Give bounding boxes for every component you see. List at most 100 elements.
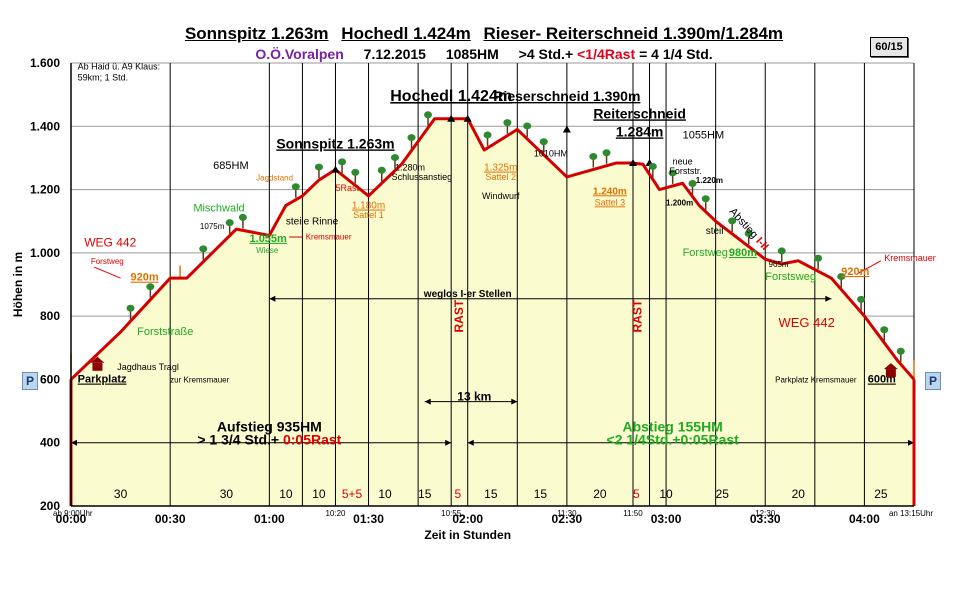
summit-marker [463, 114, 472, 122]
x-tick-label: 04:00 [849, 512, 880, 526]
segment-label: 15 [418, 487, 432, 501]
time-total: = 4 1/4 Std. [639, 46, 713, 62]
x-tick-label: 00:00 [56, 512, 87, 526]
tree-icon [688, 180, 697, 188]
tree-icon [744, 230, 753, 238]
arrow-layer [70, 236, 915, 446]
annotation-text: WEG 442 [778, 315, 834, 330]
annotation-text: 59km; 1 Std. [78, 72, 129, 82]
segment-label: 10 [659, 487, 673, 501]
annotation-text: 13 km [457, 390, 491, 404]
annotation-text: steile Rinne [286, 216, 339, 227]
tree-icon [539, 138, 548, 146]
abstieg-arrow-head-left [467, 439, 474, 446]
annotation-text: 920m [131, 272, 159, 284]
x-tick-label: 01:30 [353, 512, 384, 526]
tree-icon [424, 111, 433, 119]
tree-icon [377, 166, 386, 174]
subtitle-row: O.Ö.Voralpen 7.12.2015 1085HM >4 Std.+ <1… [0, 46, 968, 62]
annotation-text: Rieserschneid 1.390m [493, 88, 640, 104]
tree-layer [126, 111, 905, 363]
annotation-text: Forstsweg [765, 271, 816, 283]
annotation-text: Forststraße [137, 326, 193, 338]
x-tick-label: 02:00 [452, 512, 483, 526]
x-tick-label: 03:30 [750, 512, 781, 526]
tree-icon [523, 122, 532, 130]
tree-icon [777, 247, 786, 255]
tree-icon [238, 213, 247, 221]
tree-icon [126, 304, 135, 312]
annotation-text: Windwurf [482, 191, 520, 201]
annotation-text: 980m [729, 247, 757, 259]
title-part-1: Sonnspitz 1.263m [184, 24, 329, 43]
title-part-3: Rieser- Reiterschneid 1.390m/1.284m [483, 24, 784, 43]
hm-label: 1085HM [445, 46, 499, 62]
parking-right-icon: P [925, 372, 941, 390]
chart-title: Sonnspitz 1.263m Hochedl 1.424m Rieser- … [0, 24, 968, 44]
tree-icon [837, 273, 846, 281]
tree-icon [199, 245, 208, 253]
annotation-text: Jagdstand [256, 174, 293, 183]
aufstieg-arrow-head-left [71, 439, 77, 446]
aufstieg-time-label: > 1 3/4 Std.+ 0:05Rast [197, 431, 341, 447]
annotation-text: 1.325m [484, 163, 517, 174]
page-badge: 60/15 [870, 37, 908, 57]
annotation-text: Wiese [256, 246, 279, 255]
rast-label: RAST [630, 299, 644, 332]
annotation-text: Sattel 2 [485, 172, 516, 182]
segment-label: 5+5 [342, 487, 363, 501]
kremsmauer-arrow-left [93, 266, 121, 279]
y-tick-label: 1.600 [30, 56, 60, 70]
km-arrow-head-right [511, 398, 518, 405]
annotation-text: Forstweg [683, 247, 728, 259]
annotation-text: 1.280m [395, 163, 425, 173]
annotation-text: 5Rast [335, 183, 359, 193]
annotation-text: Reiterschneid [593, 105, 686, 121]
y-tick-label: 400 [40, 436, 60, 450]
clock-time-label: 10:55 [441, 509, 462, 518]
tree-icon [701, 195, 710, 203]
segment-label: 10 [378, 487, 392, 501]
annotation-text: 1.055m [250, 233, 288, 245]
y-tick-label: 600 [40, 372, 60, 386]
tree-icon [589, 152, 598, 160]
tree-icon [814, 254, 823, 262]
summit-marker [447, 114, 456, 122]
aufstieg-time-rast: 0:05Rast [283, 431, 342, 447]
clock-time-label: ab 9:00Uhr [53, 509, 93, 518]
annotation-text: neue [673, 156, 693, 166]
annotation-text: 1055HM [683, 129, 725, 141]
tree-icon [648, 162, 657, 170]
time-prefix: >4 Std.+ [518, 46, 574, 62]
time-rast: <1/4Rast [577, 46, 636, 62]
hut-roof-icon [90, 356, 105, 363]
annotation-text: Sonnspitz 1.263m [276, 135, 394, 151]
annotation-text: 1.180m [352, 201, 385, 212]
x-tick-label: 02:30 [552, 512, 583, 526]
profile-line [69, 117, 916, 381]
annotation-text: Jagdhaus Tragl [117, 362, 179, 372]
y-tick-label: 1.200 [30, 183, 60, 197]
clock-time-label: 10:20 [325, 509, 346, 518]
tree-icon [291, 183, 300, 191]
annotation-text: 965m [769, 260, 789, 269]
tree-icon [728, 217, 737, 225]
segment-label: 5 [454, 487, 461, 501]
tree-icon [668, 169, 677, 177]
clock-time-label: an 13:15Uhr [889, 509, 933, 518]
clock-time-label: 11:30 [557, 509, 577, 518]
annotation-text: Ab Haid ü. A9 Klaus: [78, 61, 161, 71]
annotation-text: Kremsmauer [306, 232, 352, 241]
segment-label: 20 [593, 487, 607, 501]
tree-icon [338, 158, 347, 166]
segment-label: 25 [716, 487, 730, 501]
annotation-text: Mischwald [193, 203, 244, 215]
segment-label: 10 [279, 487, 293, 501]
segment-label: 25 [874, 487, 888, 501]
clock-time-label: 12:30 [755, 509, 776, 518]
annotation-text: Schlussanstieg [392, 172, 453, 182]
axes-layer: 200 400 600 800 1.000 1.200 1.400 1.600 00:00 00:… [11, 56, 914, 542]
region-label: O.Ö.Voralpen [255, 46, 344, 62]
tree-icon [896, 347, 905, 355]
weglos-arrow-head-left [269, 295, 276, 302]
